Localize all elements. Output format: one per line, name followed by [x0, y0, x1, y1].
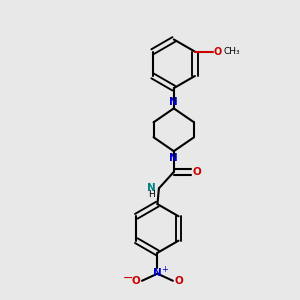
Text: O: O — [131, 276, 140, 286]
Text: CH₃: CH₃ — [224, 47, 240, 56]
Text: N: N — [169, 97, 178, 106]
Text: −: − — [123, 272, 133, 285]
Text: +: + — [162, 265, 169, 274]
Text: N: N — [169, 153, 178, 163]
Text: N: N — [153, 268, 162, 278]
Text: O: O — [214, 46, 222, 57]
Text: O: O — [175, 276, 183, 286]
Text: H: H — [148, 190, 155, 199]
Text: N: N — [147, 183, 155, 193]
Text: O: O — [193, 167, 202, 177]
